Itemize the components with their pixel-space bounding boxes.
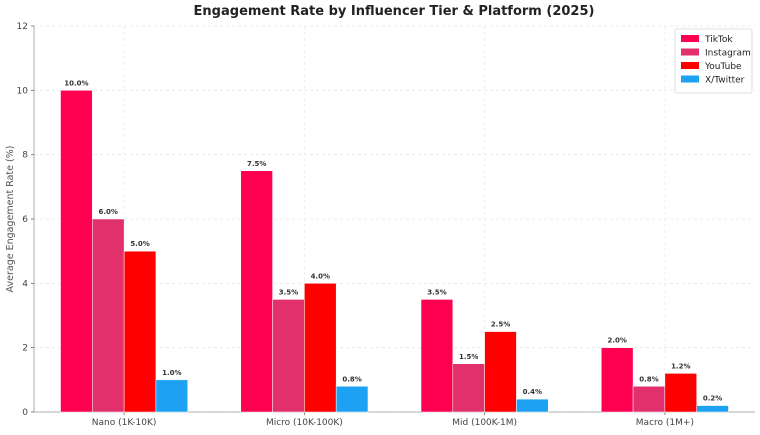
legend-label: X/Twitter <box>705 76 745 86</box>
bars <box>60 90 729 413</box>
bar-value-label: 1.5% <box>459 353 478 361</box>
y-tick-label: 2 <box>22 344 28 354</box>
y-tick-label: 0 <box>22 408 28 418</box>
bar-instagram <box>272 299 305 413</box>
bar-youtube <box>123 250 157 413</box>
bar-instagram <box>92 218 125 413</box>
bar-tiktok <box>420 299 454 413</box>
x-tick-label: Mid (100K-1M) <box>452 418 517 428</box>
y-tick-label: 6 <box>22 215 28 225</box>
legend: TikTok Instagram YouTube X/Twitter <box>674 28 753 94</box>
bar-value-label: 10.0% <box>64 79 88 87</box>
legend-swatch <box>681 75 699 83</box>
bar-instagram <box>632 386 666 413</box>
bar-youtube <box>484 331 517 413</box>
bar-value-label: 7.5% <box>247 160 266 168</box>
x-tick-label: Macro (1M+) <box>636 418 694 428</box>
bar-value-label: 4.0% <box>311 272 330 280</box>
bar-x-twitter <box>516 398 549 413</box>
bar-value-label: 0.2% <box>703 395 722 403</box>
y-tick-label: 12 <box>17 22 28 32</box>
legend-label: Instagram <box>705 49 751 59</box>
bar-youtube <box>664 373 697 413</box>
legend-label: YouTube <box>704 62 742 72</box>
x-tick-label: Micro (10K-100K) <box>266 418 343 428</box>
bar-value-label: 0.8% <box>639 375 658 383</box>
y-tick-label: 8 <box>22 151 28 161</box>
legend-swatch <box>681 48 699 56</box>
bar-tiktok <box>60 90 93 413</box>
x-tick-label: Nano (1K-10K) <box>92 418 157 428</box>
legend-swatch <box>681 35 699 42</box>
bar-value-label: 2.0% <box>607 337 626 345</box>
bar-value-label: 3.5% <box>279 288 298 296</box>
bar-value-label: 1.2% <box>671 362 690 370</box>
bar-instagram <box>452 363 485 413</box>
bar-value-label: 2.5% <box>491 321 510 329</box>
y-tick-label: 4 <box>22 279 28 289</box>
bar-x-twitter <box>155 379 188 413</box>
legend-label: TikTok <box>704 35 733 45</box>
bar-tiktok <box>601 347 634 413</box>
bar-value-label: 1.0% <box>162 369 181 377</box>
bar-value-label: 0.8% <box>342 375 361 383</box>
bar-tiktok <box>240 170 273 413</box>
legend-swatch <box>681 62 699 69</box>
y-axis-label: Average Engagement Rate (%) <box>5 146 16 293</box>
bar-value-label: 6.0% <box>99 208 118 216</box>
bar-youtube <box>304 283 337 413</box>
chart-title: Engagement Rate by Influencer Tier & Pla… <box>194 4 595 19</box>
bar-x-twitter <box>335 386 369 413</box>
bar-value-label: 3.5% <box>427 288 446 296</box>
bar-value-label: 5.0% <box>130 240 149 248</box>
y-tick-label: 10 <box>17 86 29 96</box>
value-labels: 10.0% 6.0% 5.0% 1.0% 7.5% 3.5% 4.0% 0.8% 3.5% 1.5… <box>64 79 722 402</box>
bar-value-label: 0.4% <box>523 388 542 396</box>
bar-x-twitter <box>696 405 729 413</box>
